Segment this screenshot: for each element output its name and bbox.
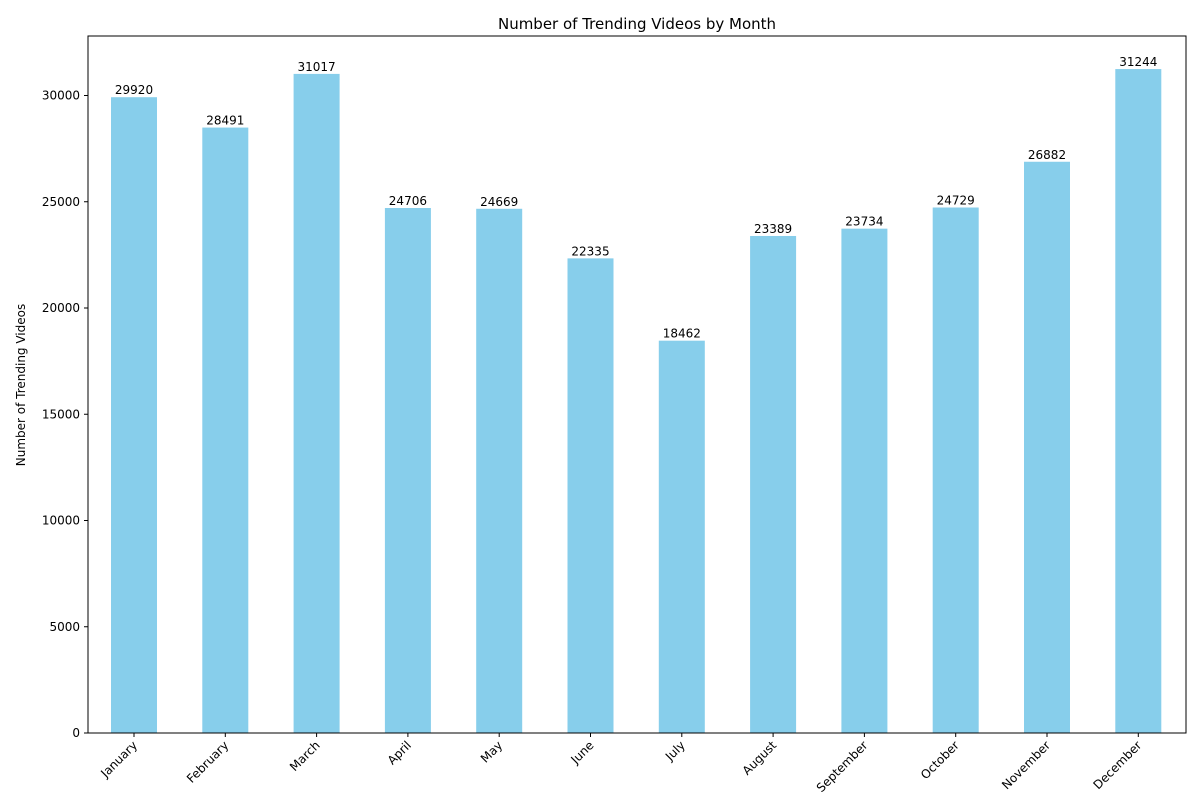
data-labels-layer: 29920 28491 31017 24706 24669 22335 18462 23389… xyxy=(115,55,1157,341)
data-label-may: 24669 xyxy=(480,195,518,209)
bar-august xyxy=(750,235,797,733)
data-label-october: 24729 xyxy=(937,194,975,208)
y-tick-label: 20000 xyxy=(42,301,80,315)
data-label-june: 22335 xyxy=(571,244,609,258)
data-label-november: 26882 xyxy=(1028,148,1066,162)
chart-title: Number of Trending Videos by Month xyxy=(498,15,776,33)
y-tick-label: 5000 xyxy=(49,620,80,634)
x-axis: January February March April May June July Augu… xyxy=(97,733,1144,795)
data-label-september: 23734 xyxy=(845,215,883,229)
x-tick-label-october: October xyxy=(918,738,962,782)
x-tick-label-may: May xyxy=(478,738,505,765)
data-label-april: 24706 xyxy=(389,194,427,208)
x-tick-label-september: September xyxy=(814,738,871,795)
bar-february xyxy=(202,127,249,733)
x-tick-label-november: November xyxy=(999,738,1053,792)
bar-october xyxy=(932,207,979,734)
bar-july xyxy=(658,340,705,733)
y-tick-label: 10000 xyxy=(42,514,80,528)
bar-april xyxy=(384,207,431,733)
data-label-july: 18462 xyxy=(663,327,701,341)
data-label-january: 29920 xyxy=(115,83,153,97)
data-label-december: 31244 xyxy=(1119,55,1157,69)
bar-january xyxy=(111,97,157,733)
x-tick-label-april: April xyxy=(385,738,414,767)
bar-december xyxy=(1115,69,1162,733)
x-tick-label-december: December xyxy=(1091,738,1145,792)
x-tick-label-august: August xyxy=(740,738,780,778)
y-axis: 0 5000 10000 15000 20000 25000 30000 xyxy=(42,89,88,740)
bar-march xyxy=(293,73,340,734)
bars-layer xyxy=(111,69,1162,734)
plot-frame xyxy=(87,35,1187,734)
y-tick-label: 0 xyxy=(72,726,80,740)
x-tick-label-march: March xyxy=(287,738,323,774)
y-tick-label: 30000 xyxy=(42,89,80,103)
y-axis-label: Number of Trending Videos xyxy=(14,304,28,467)
y-tick-label: 15000 xyxy=(42,407,80,421)
data-label-august: 23389 xyxy=(754,222,792,236)
bar-june xyxy=(567,258,614,733)
x-tick-label-june: June xyxy=(568,738,597,767)
bar-may xyxy=(476,208,523,733)
x-tick-label-february: February xyxy=(184,738,232,786)
bar-september xyxy=(841,228,888,733)
y-tick-label: 25000 xyxy=(42,195,80,209)
bar-november xyxy=(1024,161,1070,733)
data-label-march: 31017 xyxy=(298,60,336,74)
x-tick-label-january: January xyxy=(97,738,140,781)
data-label-february: 28491 xyxy=(206,114,244,128)
x-tick-label-july: July xyxy=(662,738,688,764)
